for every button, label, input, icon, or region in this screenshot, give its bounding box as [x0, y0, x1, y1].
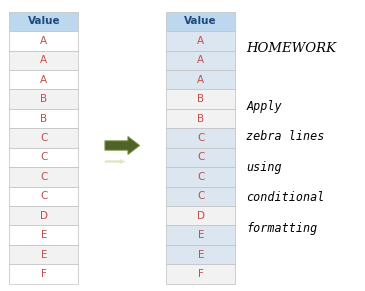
Text: A: A	[197, 55, 204, 65]
Text: A: A	[197, 75, 204, 85]
Text: C: C	[40, 152, 47, 162]
Text: E: E	[41, 250, 47, 260]
Bar	[166, 51, 235, 70]
Text: A: A	[40, 75, 47, 85]
Text: A: A	[197, 36, 204, 46]
Bar	[166, 12, 235, 31]
Bar	[9, 264, 78, 284]
Text: B: B	[40, 113, 47, 124]
Bar	[9, 109, 78, 128]
Text: B: B	[40, 94, 47, 104]
Bar	[166, 226, 235, 245]
Bar	[9, 70, 78, 89]
Bar	[166, 245, 235, 264]
Text: C: C	[197, 191, 204, 201]
Bar	[9, 245, 78, 264]
Bar	[166, 89, 235, 109]
Bar	[166, 264, 235, 284]
Bar	[166, 31, 235, 51]
Bar	[166, 148, 235, 167]
Bar	[166, 128, 235, 148]
Text: E: E	[197, 250, 204, 260]
Text: C: C	[40, 133, 47, 143]
Bar	[9, 89, 78, 109]
Bar	[9, 187, 78, 206]
Bar	[166, 109, 235, 128]
Bar	[9, 206, 78, 226]
Text: Value: Value	[27, 16, 60, 26]
Text: A: A	[40, 55, 47, 65]
Bar	[9, 51, 78, 70]
Text: C: C	[197, 152, 204, 162]
Text: C: C	[40, 172, 47, 182]
Text: B: B	[197, 94, 204, 104]
Bar	[9, 167, 78, 187]
Text: Apply: Apply	[246, 100, 282, 113]
Bar	[166, 206, 235, 226]
Text: conditional: conditional	[246, 191, 325, 204]
Bar	[9, 226, 78, 245]
FancyArrow shape	[105, 136, 139, 155]
Text: E: E	[197, 230, 204, 240]
Text: D: D	[40, 211, 48, 221]
FancyArrow shape	[105, 159, 126, 164]
Bar	[9, 31, 78, 51]
Text: F: F	[198, 269, 204, 279]
Bar	[9, 148, 78, 167]
Bar	[166, 70, 235, 89]
Bar	[9, 128, 78, 148]
Text: using: using	[246, 161, 282, 174]
Text: C: C	[197, 133, 204, 143]
Bar	[9, 12, 78, 31]
Text: formatting: formatting	[246, 222, 318, 235]
Text: C: C	[197, 172, 204, 182]
Bar	[166, 187, 235, 206]
Text: F: F	[41, 269, 47, 279]
Text: A: A	[40, 36, 47, 46]
Text: D: D	[197, 211, 205, 221]
Text: B: B	[197, 113, 204, 124]
Text: Value: Value	[184, 16, 217, 26]
Text: HOMEWORK: HOMEWORK	[246, 42, 337, 54]
Text: E: E	[41, 230, 47, 240]
Text: zebra lines: zebra lines	[246, 130, 325, 143]
Bar	[166, 167, 235, 187]
Text: C: C	[40, 191, 47, 201]
